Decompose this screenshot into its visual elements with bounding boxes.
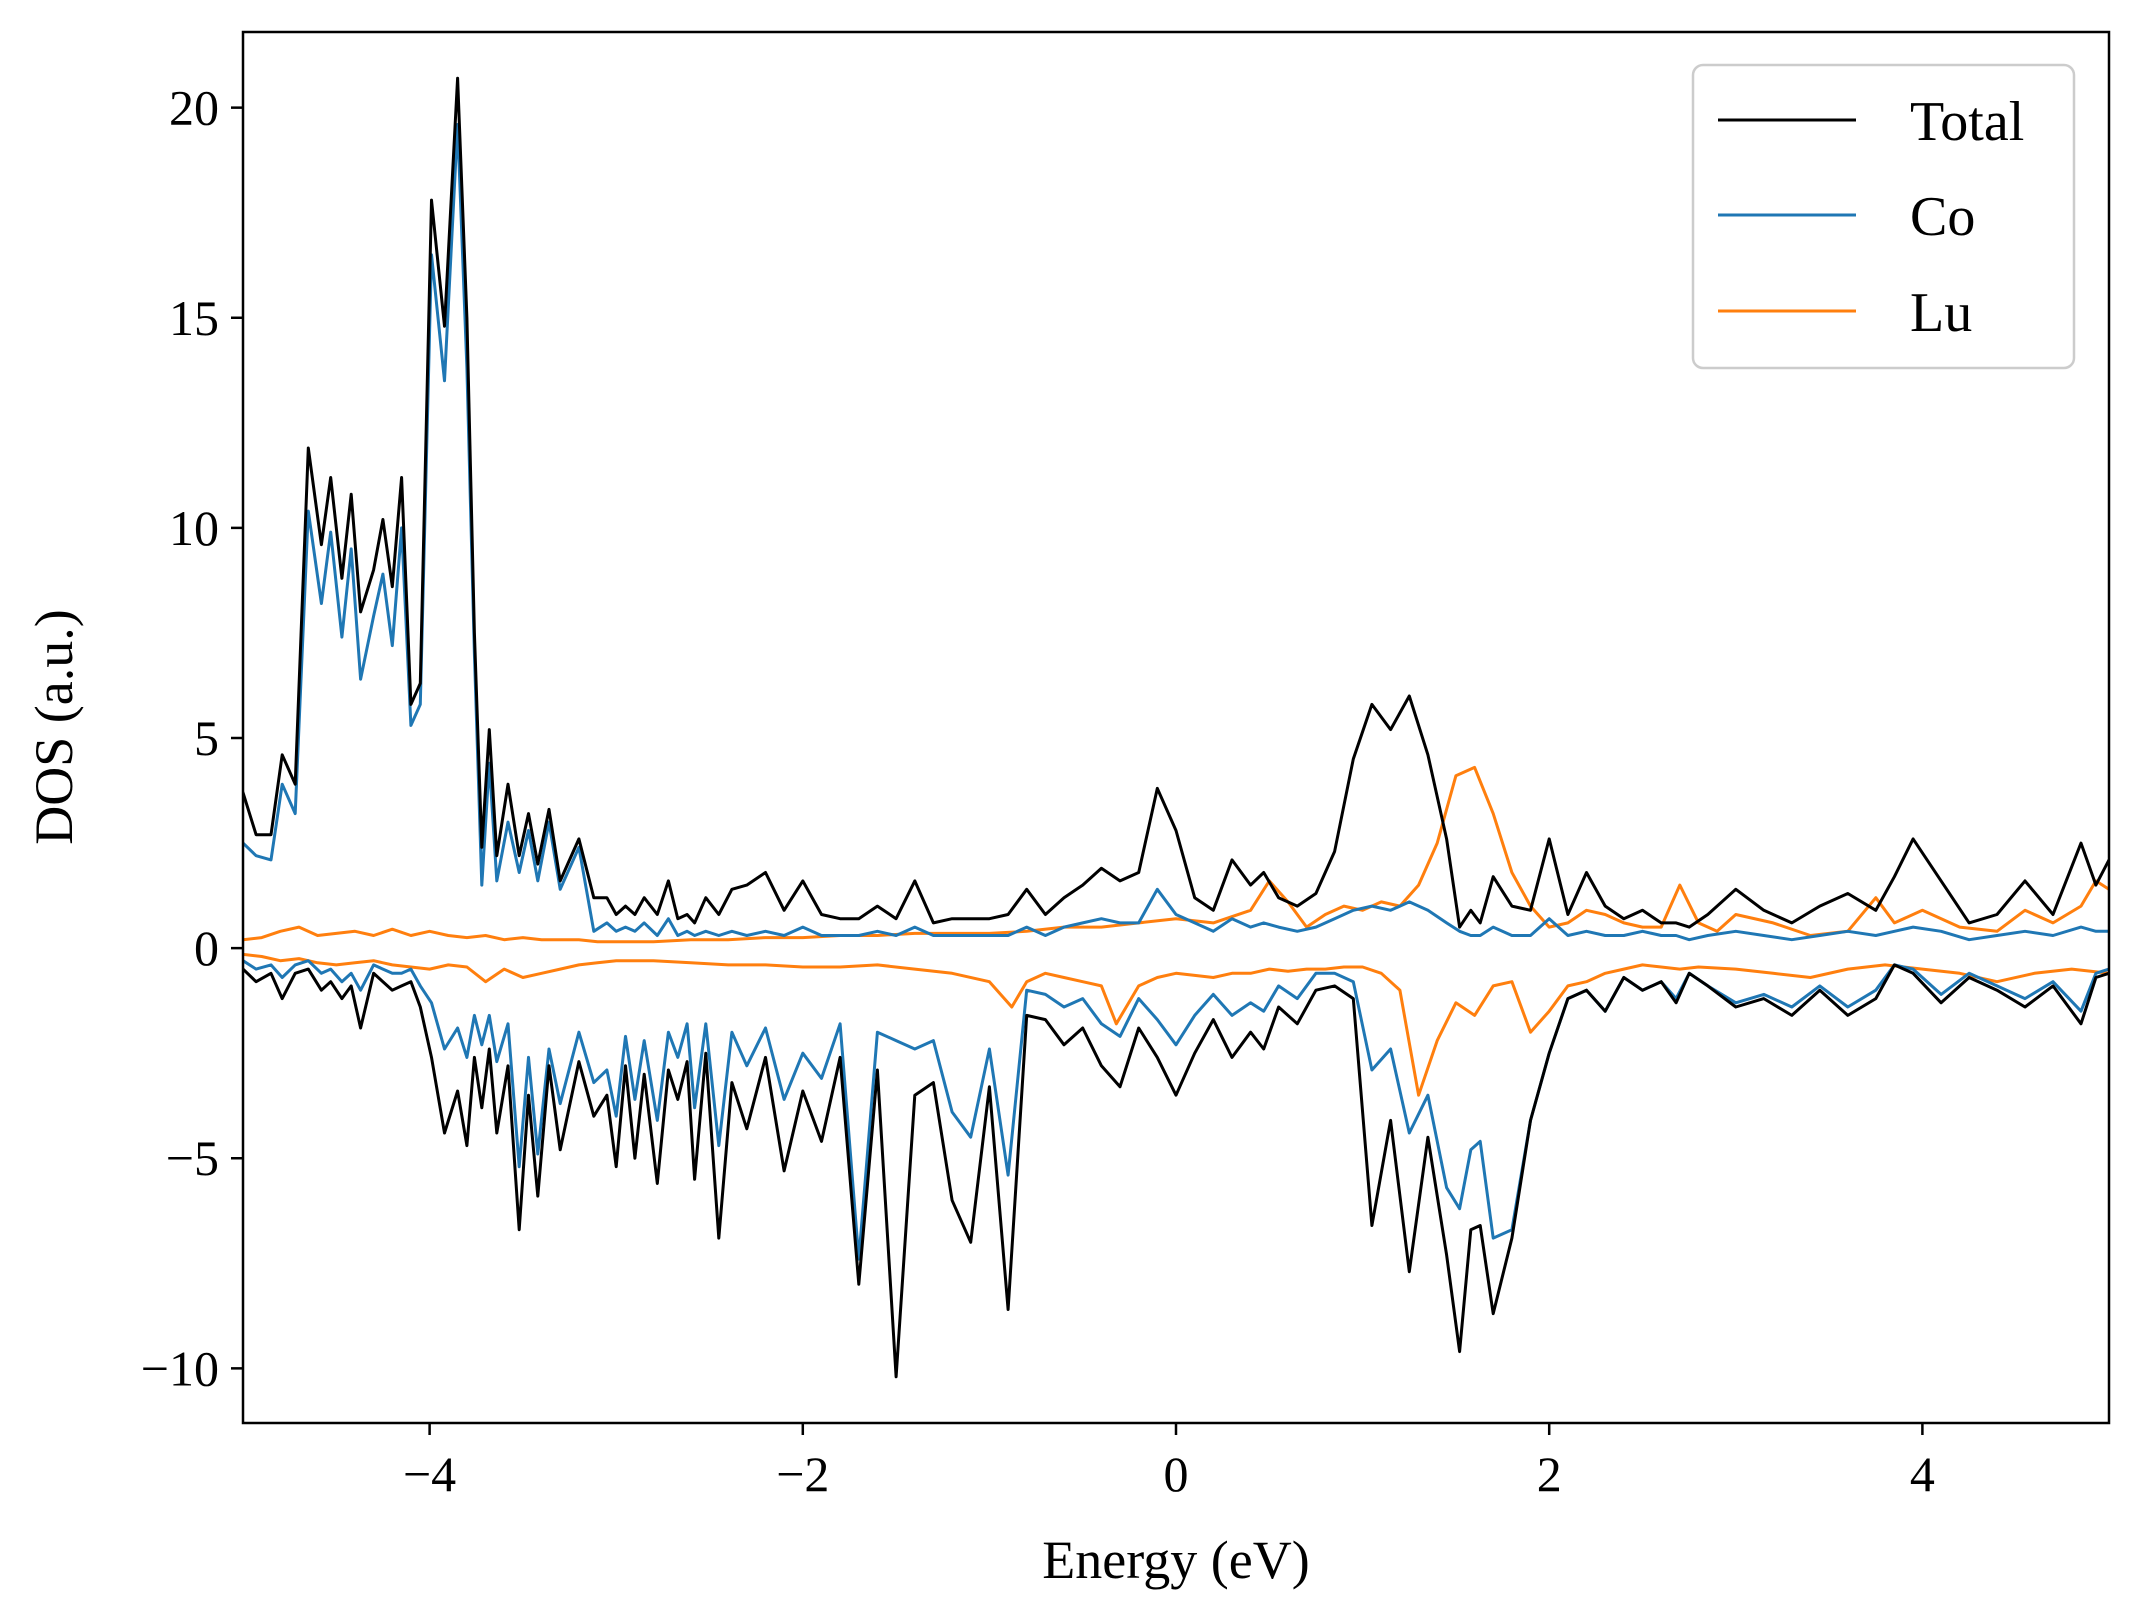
series-line-lu-spin-down (243, 952, 2109, 1097)
legend-box (1691, 63, 2076, 370)
y-axis-label: DOS (a.u.) (24, 609, 84, 844)
x-axis-label: Energy (eV) (1042, 1530, 1309, 1590)
y-tick-label: 5 (194, 710, 219, 766)
series-line-co-spin-up (243, 123, 2109, 942)
x-tick-label: 0 (1164, 1446, 1189, 1502)
y-tick-label: 20 (169, 80, 219, 136)
y-tick-label: −10 (141, 1340, 219, 1396)
ticks-layer: −4 −2 0 2 4 −10 −5 0 5 10 15 20 (141, 80, 1935, 1502)
y-tick-label: −5 (166, 1130, 219, 1186)
x-tick-label: −2 (776, 1446, 829, 1502)
y-tick-label: 10 (169, 500, 219, 556)
y-tick-label: 0 (194, 920, 219, 976)
y-tick-label: 15 (169, 290, 219, 346)
legend: Total Co Lu (1691, 63, 2076, 370)
legend-label-total: Total (1910, 91, 2024, 153)
legend-label-co: Co (1910, 186, 1975, 248)
x-tick-label: 2 (1537, 1446, 1562, 1502)
series-line-total-spin-up (243, 76, 2109, 929)
series-line-total-spin-down (243, 963, 2109, 1379)
x-tick-label: −4 (403, 1446, 456, 1502)
x-tick-label: 4 (1910, 1446, 1935, 1502)
legend-label-lu: Lu (1910, 282, 1972, 344)
series-layer (243, 76, 2109, 1379)
